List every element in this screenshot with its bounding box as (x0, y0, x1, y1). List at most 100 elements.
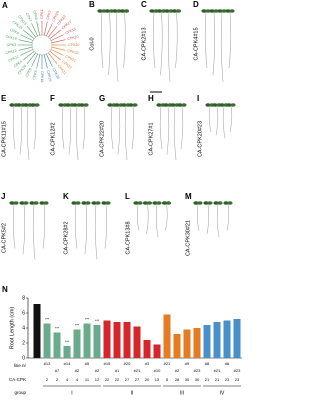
bar (133, 326, 141, 358)
tree-leaf-label: CPK19 (5, 35, 17, 41)
tree-leaf-label: CPK31 (57, 64, 67, 75)
panel-label: J (1, 192, 5, 201)
seedling-leaf (23, 201, 29, 205)
line-label: #21 (134, 368, 141, 373)
bar (223, 320, 231, 358)
seedling-leaf (91, 201, 97, 205)
root (100, 11, 104, 69)
tree-leaf-label: CPK7 (25, 12, 33, 22)
seedling-leaf (161, 201, 168, 205)
line-label: #8 (205, 361, 210, 366)
seedling-leaf (65, 103, 71, 107)
root (110, 105, 114, 150)
line-label: #1 (115, 368, 120, 373)
panel-label: A (2, 1, 8, 10)
bar (153, 344, 161, 358)
line-label: #9 (185, 361, 190, 366)
root (42, 203, 46, 249)
seedling-leaf (58, 103, 64, 107)
root (228, 11, 232, 69)
seedling-leaf (219, 103, 225, 107)
root (26, 105, 30, 161)
seedling-leaf (137, 201, 143, 205)
seedling-leaf (177, 103, 183, 107)
panel-label: G (99, 94, 105, 103)
tree-leaf-label: CPK26 (17, 64, 27, 75)
cpk-label: 2 (46, 377, 49, 382)
root (115, 11, 119, 83)
tree-branch (51, 39, 66, 44)
panel-label: D (193, 0, 199, 9)
significance: *** (65, 340, 70, 344)
row-label: line nr (14, 363, 27, 368)
y-tick-label: 6 (22, 310, 25, 316)
cpk-label: 27 (125, 377, 130, 382)
root (229, 105, 233, 132)
cpk-label: 23 (225, 377, 230, 382)
seedling-leaf (75, 201, 81, 205)
tree-branch (49, 51, 61, 61)
seedling-leaf (39, 201, 45, 205)
cpk-label: 12 (95, 377, 100, 382)
seedling-leaf (213, 9, 219, 13)
tree-leaf-label: CPK10 (67, 35, 79, 41)
tree-branch (51, 46, 66, 51)
seedling-leaf (181, 103, 187, 107)
root (175, 11, 178, 69)
root (131, 105, 135, 150)
y-tick-label: 4 (22, 325, 25, 331)
root (94, 203, 98, 260)
genotype-label: CA-CPK27#1 (148, 122, 154, 155)
tree-leaf-label: CPK21 (65, 54, 77, 63)
cpk-label: 22 (105, 377, 110, 382)
root (204, 11, 208, 69)
root (160, 11, 163, 76)
genotype-label: CA-CPK4#15 (193, 27, 199, 60)
seedling-leaf (16, 103, 22, 107)
tree-branch (18, 46, 33, 51)
cpk-label: 13 (155, 377, 160, 382)
panel-label: B (89, 0, 95, 9)
tree-branch (36, 54, 41, 69)
root (152, 11, 156, 69)
root (82, 105, 86, 150)
seedling-leaf (221, 9, 227, 13)
cpk-label: 27 (135, 377, 140, 382)
tree-branch (31, 23, 38, 37)
panel-label: E (1, 94, 7, 103)
line-label: #2 (95, 368, 100, 373)
genotype-label: CA-CPK5#2 (1, 223, 7, 253)
seedling-leaf (133, 201, 139, 205)
line-label: #6 (225, 361, 230, 366)
tree-leaf-label: CPK3 (7, 43, 16, 47)
tree-branch (50, 34, 64, 41)
seedling-leaf (81, 201, 87, 205)
seedling-leaf (30, 103, 36, 107)
seedling-leaf (212, 103, 218, 107)
root (104, 203, 108, 249)
tree-leaf-label: CPK11 (8, 54, 20, 62)
seedling-leaf (72, 103, 78, 107)
tree-leaf-label: CPK6 (25, 68, 33, 78)
cpk-label: 21 (215, 377, 220, 382)
seedling-leaf (121, 103, 127, 107)
bar (213, 322, 221, 358)
seedling-leaf (146, 201, 153, 205)
y-tick-label: 0 (22, 355, 25, 361)
cpk-label: 23 (235, 377, 240, 382)
line-label: #2 (75, 368, 80, 373)
panel-label: I (197, 94, 199, 103)
tree-leaf-label: CPK33 (12, 20, 23, 30)
root (216, 203, 220, 238)
tree-leaf-label: CPK27 (61, 20, 72, 30)
line-label: #2 (175, 368, 180, 373)
seedling-leaf (163, 103, 169, 107)
tree-leaf-label: CPK20 (51, 10, 60, 22)
seedling-leaf (33, 201, 39, 205)
seedling-leaf (217, 201, 223, 205)
bar (233, 319, 241, 358)
root (212, 11, 216, 76)
cpk-label: 30 (195, 377, 200, 382)
seedling-leaf (217, 9, 223, 13)
